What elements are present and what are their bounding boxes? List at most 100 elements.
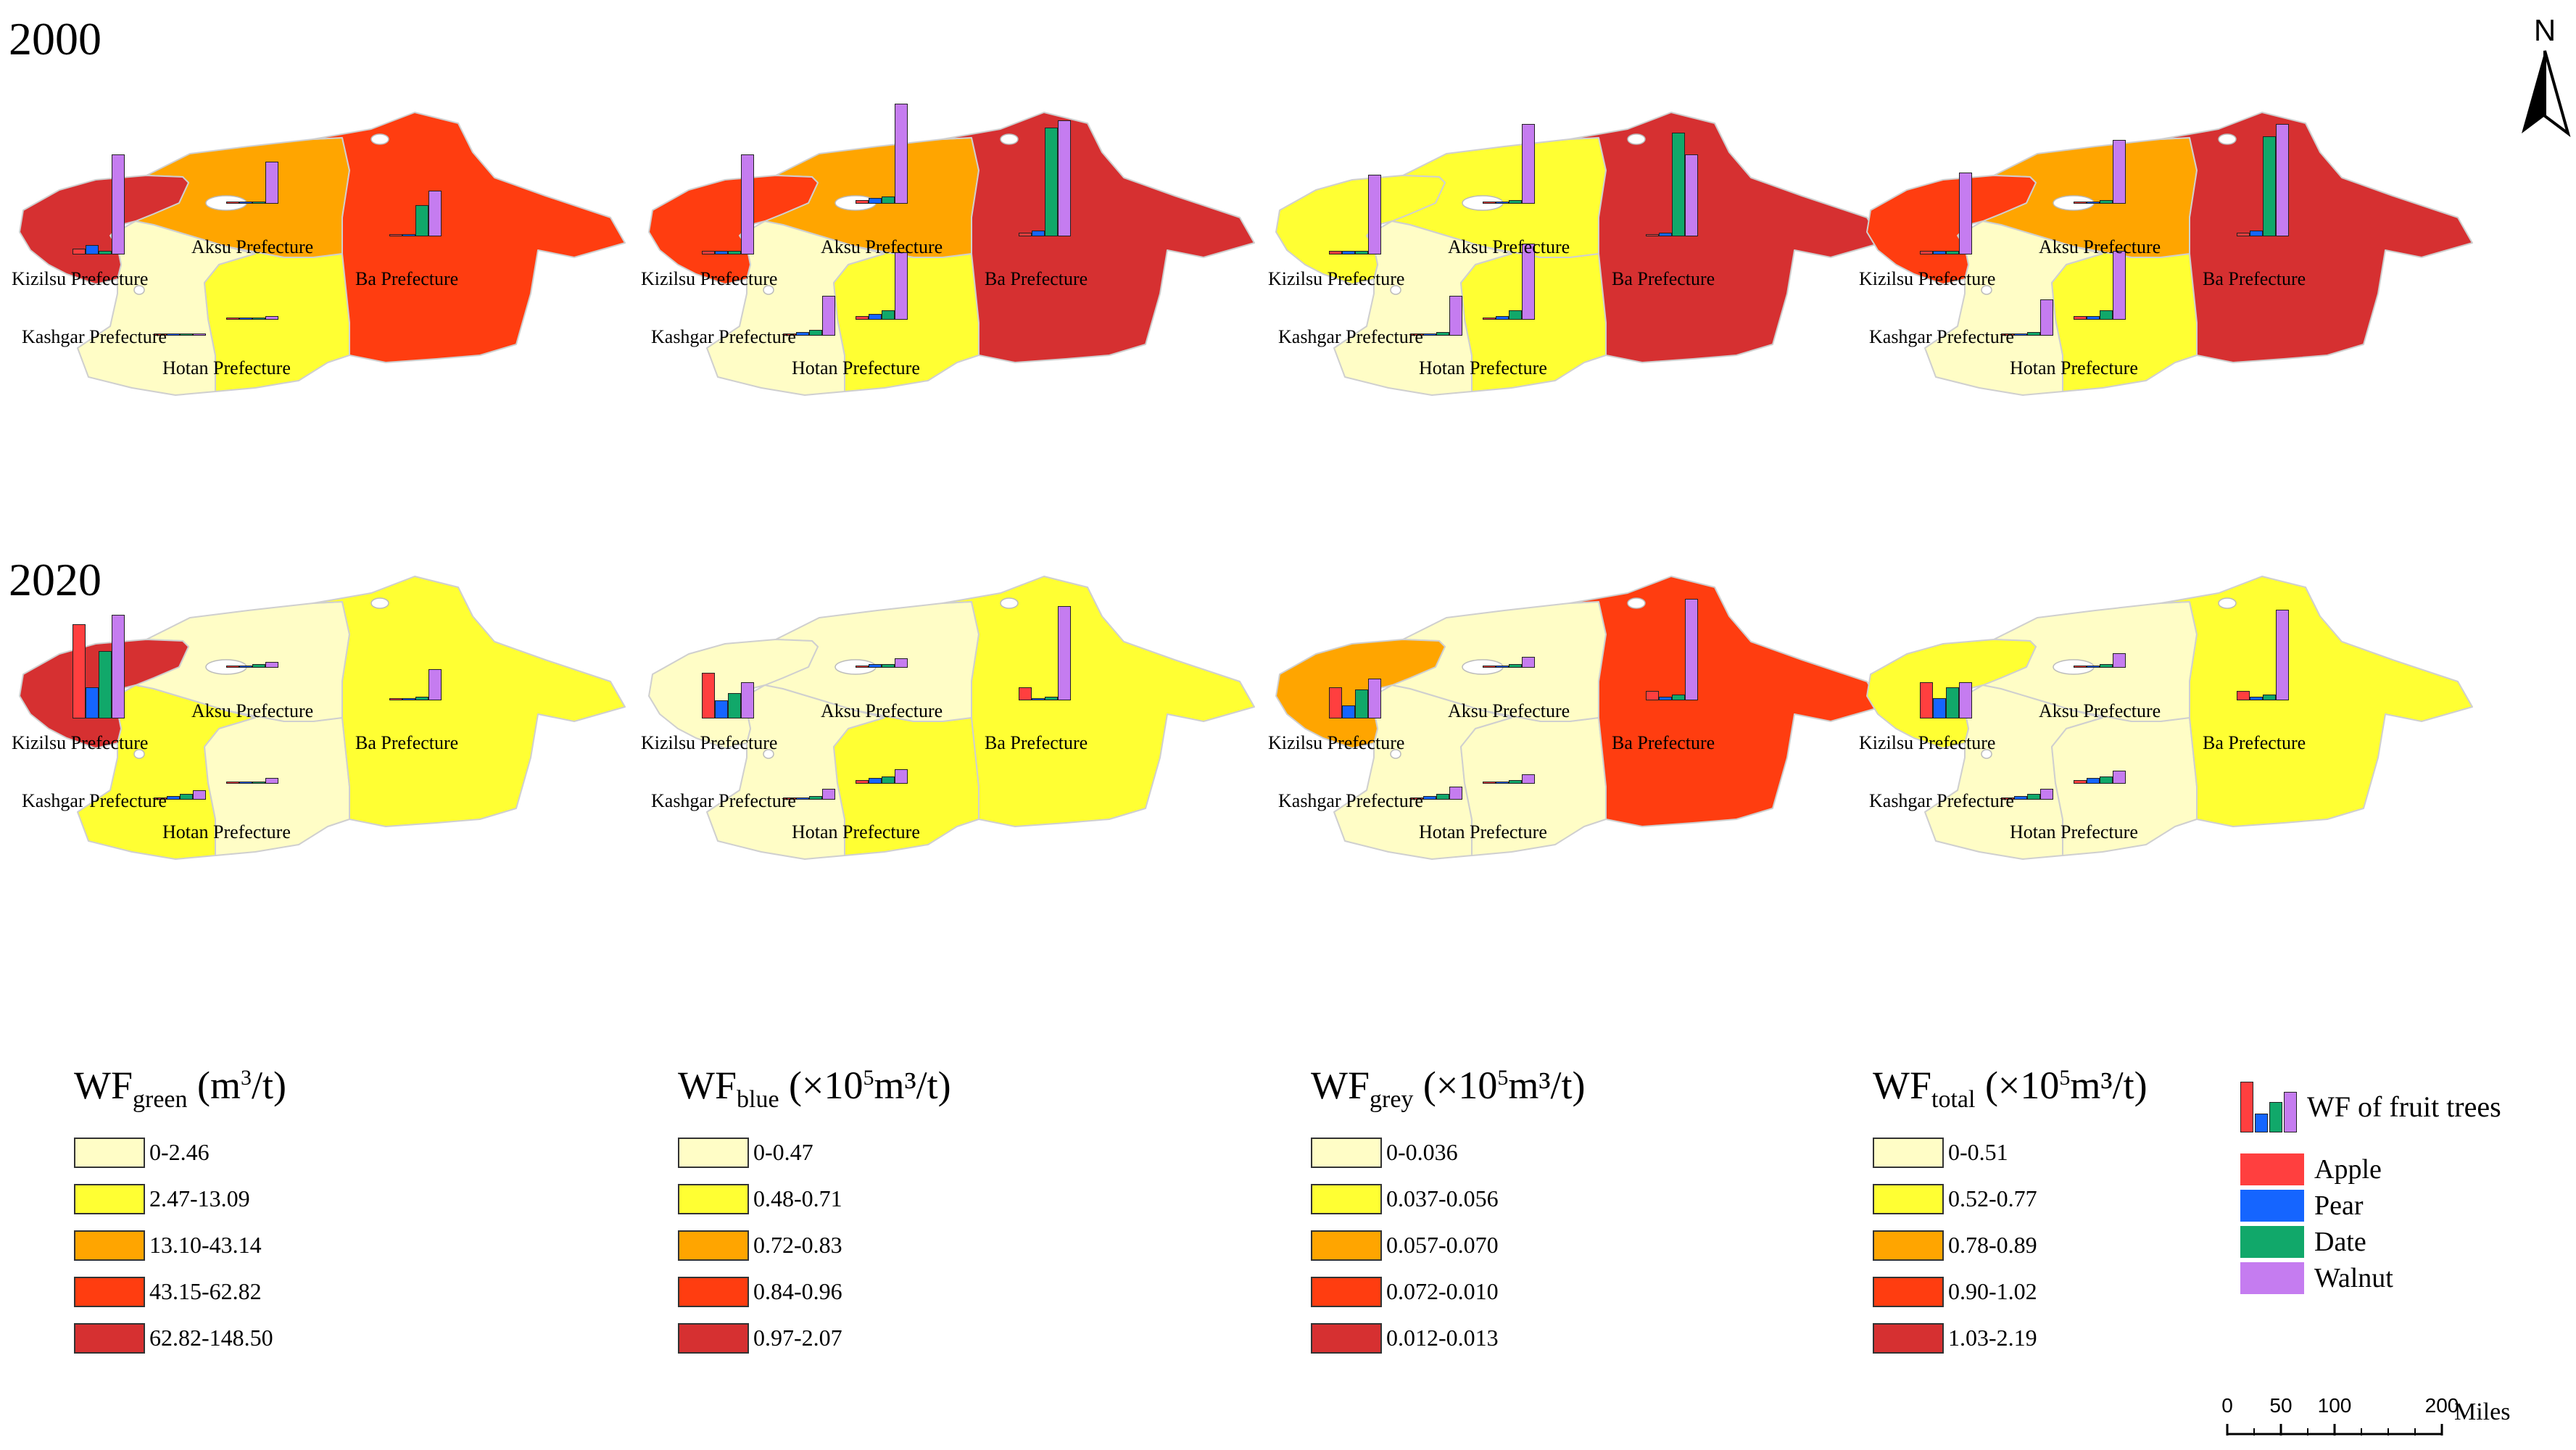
legend-swatch: [678, 1230, 749, 1261]
bar-hotan-pear: [1496, 782, 1509, 784]
fruit-swatch: [2240, 1262, 2304, 1294]
legend-item: 0.78-0.89: [1873, 1222, 2366, 1269]
legend-swatch: [1311, 1183, 1382, 1214]
lake-2: [1981, 285, 1992, 295]
label-kashgar: Kashgar Prefecture: [651, 790, 796, 811]
region-ba: [2160, 112, 2473, 363]
legend-range-label: 43.15-62.82: [149, 1278, 262, 1305]
bar-aksu-date: [1509, 200, 1522, 204]
label-hotan: Hotan Prefecture: [162, 821, 291, 842]
legend-item: 0.97-2.07: [678, 1315, 1171, 1362]
legend-range-label: 0.97-2.07: [753, 1325, 842, 1351]
bar-aksu-date: [252, 202, 265, 204]
legend-item: 0.037-0.056: [1311, 1176, 1804, 1222]
bar-kashgar-pear: [1423, 334, 1436, 336]
bar-kashgar-pear: [2014, 334, 2027, 336]
bar-aksu-apple: [1483, 202, 1496, 204]
label-ba: Ba Prefecture: [355, 268, 459, 289]
legend-title-part: 5: [863, 1066, 874, 1090]
bar-hotan-walnut: [2113, 251, 2126, 320]
bar-hotan-date: [252, 318, 265, 320]
bar-hotan-date: [882, 776, 895, 784]
legend-title-green: WFgreen (m3/t): [74, 1066, 567, 1112]
legend-range-label: 13.10-43.14: [149, 1232, 262, 1259]
lake-1: [2218, 597, 2237, 609]
bar-kizilsu-apple: [1920, 251, 1933, 254]
bar-kashgar-walnut: [1449, 296, 1462, 336]
label-hotan: Hotan Prefecture: [2010, 357, 2138, 378]
legend-title-part: /t): [252, 1064, 287, 1107]
bar-kizilsu-pear: [86, 687, 99, 718]
bar-kashgar-walnut: [193, 334, 206, 336]
legend-swatch: [1873, 1230, 1944, 1261]
bar-kashgar-date: [2027, 332, 2040, 336]
bar-kizilsu-pear: [1933, 251, 1946, 254]
bar-aksu-apple: [856, 200, 869, 204]
bar-kizilsu-pear: [1342, 705, 1355, 718]
legend-item: 0-0.51: [1873, 1130, 2366, 1176]
legend-item: 0-0.47: [678, 1130, 1171, 1176]
label-aksu: Aksu Prefecture: [821, 700, 943, 721]
label-hotan: Hotan Prefecture: [1419, 357, 1547, 378]
bar-ba-pear: [2250, 697, 2263, 700]
label-kashgar: Kashgar Prefecture: [22, 790, 167, 811]
map-panel-2020-total: Kashgar Prefecture Hotan Prefecture Aksu P…: [1856, 573, 2480, 914]
bar-kashgar-pear: [1423, 796, 1436, 800]
bar-group-kashgar: [783, 296, 835, 336]
bar-kizilsu-apple: [1920, 682, 1933, 718]
bar-ba-date: [2263, 695, 2276, 700]
legend-swatch: [678, 1137, 749, 1168]
legend-swatch: [1873, 1276, 1944, 1307]
lake-1: [1000, 133, 1019, 145]
bar-ba-apple: [1646, 234, 1659, 236]
bar-hotan-pear: [239, 782, 252, 784]
bar-hotan-walnut: [1522, 774, 1535, 784]
bar-aksu-date: [2100, 664, 2113, 668]
bar-kashgar-date: [1436, 332, 1449, 336]
lake-2: [1390, 285, 1401, 295]
bar-aksu-walnut: [1522, 657, 1535, 668]
bar-kashgar-apple: [154, 798, 167, 800]
bar-kashgar-apple: [783, 334, 796, 336]
bar-ba-pear: [402, 234, 415, 236]
legend-title-part: 3: [241, 1066, 252, 1090]
label-aksu: Aksu Prefecture: [821, 236, 943, 257]
bar-kizilsu-date: [1355, 251, 1368, 254]
lake-1: [2218, 133, 2237, 145]
legend-range-label: 0-0.47: [753, 1139, 813, 1166]
legend-grey: WFgrey (×105m³/t) 0-0.036 0.037-0.056 0.057…: [1311, 1066, 1804, 1362]
label-kashgar: Kashgar Prefecture: [22, 326, 167, 347]
bar-aksu-date: [882, 664, 895, 668]
bar-kashgar-apple: [2001, 798, 2014, 800]
bar-kashgar-walnut: [2040, 789, 2053, 800]
legend-green: WFgreen (m3/t) 0-2.46 2.47-13.09 13.10-43.1…: [74, 1066, 567, 1362]
map-panel-2020-blue: Kashgar Prefecture Hotan Prefecture Aksu P…: [638, 573, 1262, 914]
legend-title-part: m³/t): [2070, 1064, 2148, 1107]
legend-item: 0.072-0.010: [1311, 1269, 1804, 1315]
lake-2: [133, 749, 145, 759]
fruit-label: Apple: [2314, 1154, 2382, 1185]
bar-ba-apple: [1646, 691, 1659, 700]
bar-group-aksu: [226, 662, 278, 668]
legend-title-part: (×10: [1413, 1064, 1498, 1107]
bar-kizilsu-pear: [1933, 698, 1946, 718]
lake-2: [763, 285, 774, 295]
label-kashgar: Kashgar Prefecture: [1278, 326, 1423, 347]
legend-title-part: (m: [187, 1064, 241, 1107]
bar-kashgar-apple: [1410, 334, 1423, 336]
label-hotan: Hotan Prefecture: [162, 357, 291, 378]
bar-aksu-walnut: [895, 104, 908, 204]
bar-kizilsu-apple: [702, 251, 715, 254]
bar-hotan-pear: [2087, 316, 2100, 320]
legend-title-blue: WFblue (×105m³/t): [678, 1066, 1171, 1112]
region-ba: [1569, 576, 1882, 827]
bar-ba-apple: [2237, 691, 2250, 700]
label-ba: Ba Prefecture: [1612, 268, 1715, 289]
bar-hotan-walnut: [265, 778, 278, 784]
bar-hotan-date: [1509, 780, 1522, 784]
label-kizilsu: Kizilsu Prefecture: [1268, 732, 1405, 753]
label-kizilsu: Kizilsu Prefecture: [12, 732, 149, 753]
lake-1: [1627, 597, 1646, 609]
label-kashgar: Kashgar Prefecture: [1869, 326, 2014, 347]
